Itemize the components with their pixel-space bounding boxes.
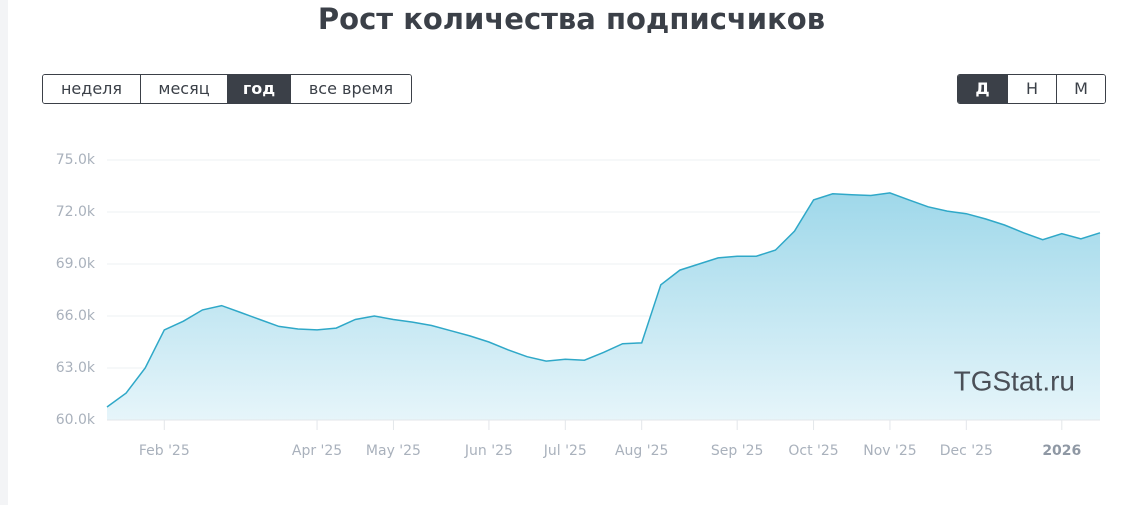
- y-tick-label: 63.0k: [56, 360, 96, 376]
- watermark: TGStat.ru: [954, 365, 1075, 396]
- y-tick-label: 75.0k: [56, 152, 96, 168]
- x-tick-label: Jun '25: [464, 443, 513, 459]
- area-fill: [107, 192, 1100, 420]
- x-tick-label: Oct '25: [788, 443, 838, 459]
- x-tick-label: Feb '25: [139, 443, 190, 459]
- x-tick-label: Sep '25: [711, 443, 764, 459]
- y-tick-label: 66.0k: [56, 308, 96, 324]
- button[interactable]: месяц: [140, 75, 227, 103]
- x-tick-label: Nov '25: [863, 443, 916, 459]
- chart-title: Рост количества подписчиков: [317, 2, 826, 36]
- x-tick-label: Dec '25: [940, 443, 993, 459]
- x-tick-label: Apr '25: [292, 443, 342, 459]
- button[interactable]: неделя: [43, 75, 140, 103]
- button[interactable]: Н: [1007, 75, 1056, 103]
- button[interactable]: М: [1056, 75, 1105, 103]
- y-tick-label: 60.0k: [56, 412, 96, 428]
- y-tick-label: 69.0k: [56, 256, 96, 272]
- line: [106, 192, 1101, 408]
- button[interactable]: все время: [290, 75, 411, 103]
- button[interactable]: год: [227, 75, 290, 103]
- x-tick-label: 2026: [1042, 443, 1081, 459]
- x-tick-label: Aug '25: [615, 443, 668, 459]
- x-tick-label: May '25: [366, 443, 421, 459]
- sidebar-edge: [0, 0, 8, 505]
- period-group: неделя месяц год все время: [42, 74, 412, 104]
- x-tick-label: Jul '25: [543, 443, 587, 459]
- button[interactable]: Д: [958, 75, 1007, 103]
- y-tick-label: 72.0k: [56, 204, 96, 220]
